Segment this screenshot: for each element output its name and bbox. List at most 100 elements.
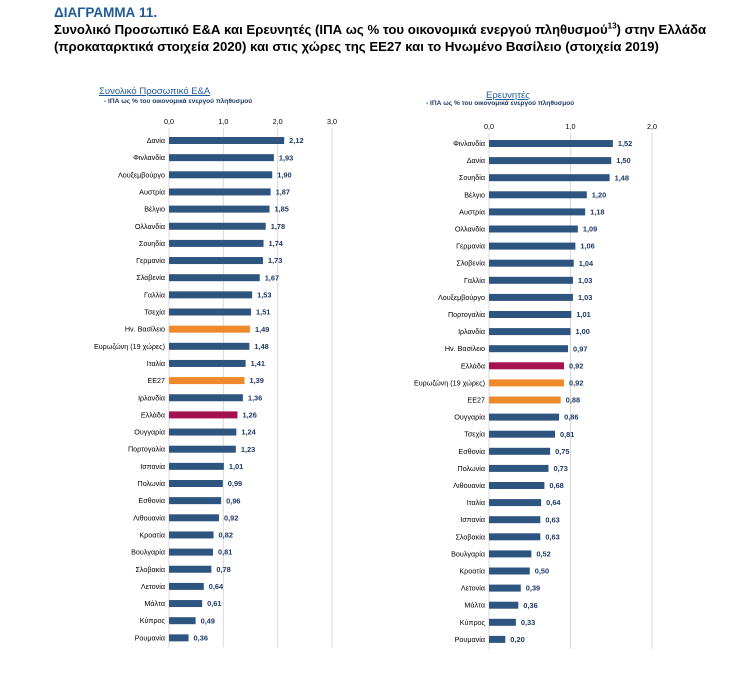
figure-title-part1: Συνολικό Προσωπικό Ε&Α και Ερευνητές (ΙΠ…	[54, 22, 608, 37]
bar	[169, 514, 219, 522]
category-label: Ελλάδα	[461, 361, 485, 370]
category-label: Αυστρία	[139, 187, 165, 196]
bar	[489, 379, 564, 387]
value-label: 1,01	[229, 462, 243, 471]
chart-panel-total-rd-personnel: Συνολικό Προσωπικό Ε&Α - ΙΠΑ ως % του οι…	[50, 86, 370, 648]
bar	[489, 567, 530, 575]
value-label: 0,61	[207, 599, 221, 608]
category-label: Σλοβενία	[136, 273, 165, 282]
category-label: ΕΕ27	[147, 376, 165, 385]
category-label: Βουλγαρία	[451, 549, 485, 558]
bar	[489, 311, 572, 318]
category-label: Φινλανδία	[133, 153, 165, 162]
figure-title-part2: ) στην Ελλάδα (προκαταρκτικά στοιχεία 20…	[54, 22, 707, 54]
value-label: 0,64	[546, 498, 561, 507]
value-label: 0,81	[560, 430, 574, 439]
bar	[489, 430, 556, 438]
value-label: 1,74	[269, 239, 284, 248]
value-label: 0,64	[209, 582, 224, 591]
x-tick-label: 3,0	[327, 117, 337, 126]
x-tick-label: 2,0	[647, 122, 657, 131]
category-label: Κροατία	[139, 530, 165, 539]
value-label: 1,18	[590, 208, 604, 217]
bar	[169, 222, 266, 230]
category-label: Σλοβακία	[455, 532, 485, 541]
category-label: Πορτογαλία	[128, 445, 165, 454]
bar	[489, 533, 541, 541]
category-label: Γερμανία	[136, 256, 165, 265]
category-label: Βουλγαρία	[131, 548, 165, 557]
value-label: 1,24	[241, 428, 256, 437]
bar	[169, 445, 236, 453]
bar	[489, 447, 551, 455]
value-label: 1,06	[580, 242, 594, 251]
category-label: Ιρλανδία	[138, 393, 165, 402]
value-label: 1,20	[592, 190, 606, 199]
bar	[489, 464, 549, 472]
bar	[489, 208, 586, 216]
bar	[169, 531, 214, 539]
value-label: 0,92	[569, 361, 583, 370]
value-label: 1,00	[576, 327, 590, 336]
x-tick-label: 0,0	[164, 117, 174, 126]
value-label: 1,51	[256, 308, 270, 317]
bar	[169, 291, 253, 299]
value-label: 0,92	[569, 379, 583, 388]
value-label: 0,63	[545, 532, 559, 541]
category-label: Εσθονία	[138, 496, 165, 505]
category-label: Εσθονία	[458, 447, 485, 456]
category-label: Ην. Βασίλειο	[445, 344, 485, 353]
value-label: 1,23	[241, 445, 255, 454]
bar	[169, 548, 214, 556]
category-label: Μάλτα	[464, 601, 485, 610]
category-label: Βέλγιο	[144, 205, 165, 214]
value-label: 0,20	[510, 635, 524, 644]
category-label: Λετονία	[141, 582, 165, 591]
bar	[169, 257, 263, 265]
value-label: 0,81	[218, 548, 232, 557]
category-label: Γερμανία	[456, 242, 485, 251]
chart-panel-researchers: Ερευνητές - ΙΠΑ ως % του οικονομικά ενερ…	[395, 86, 695, 651]
bar	[489, 618, 516, 626]
category-label: Βέλγιο	[464, 190, 485, 199]
x-tick-label: 1,0	[566, 122, 576, 131]
category-label: Ρουμανία	[135, 633, 165, 642]
value-label: 1,67	[265, 273, 279, 282]
value-label: 0,50	[535, 567, 549, 576]
value-label: 1,87	[276, 188, 290, 197]
category-label: Κύπρος	[460, 618, 486, 627]
category-label: Ισπανία	[460, 515, 485, 524]
bar	[169, 342, 250, 350]
value-label: 0,82	[219, 531, 233, 540]
category-label: Ολλανδία	[135, 222, 165, 231]
value-label: 1,48	[254, 342, 268, 351]
value-label: 0,97	[573, 344, 587, 353]
category-label: Ελλάδα	[141, 410, 165, 419]
bar	[169, 428, 237, 436]
bar	[489, 276, 573, 284]
category-label: Τσεχία	[144, 308, 165, 317]
value-label: 1,52	[618, 139, 632, 148]
bar	[489, 482, 545, 489]
category-label: Σουηδία	[139, 239, 165, 248]
category-label: Κροατία	[459, 567, 485, 576]
bar	[169, 480, 223, 487]
bar-chart-researchers: 0,0 1,0 2,0 Φινλανδία 1,52 Δανία 1,50 Σουηδία 1,…	[414, 122, 657, 649]
chart-subtitle: - ΙΠΑ ως % του οικονομικά ενεργού πληθυσ…	[426, 100, 575, 107]
bar	[489, 191, 587, 199]
category-label: Ιταλία	[467, 498, 485, 507]
bar	[489, 601, 519, 609]
value-label: 0,49	[201, 616, 215, 625]
value-label: 0,36	[523, 601, 537, 610]
bar	[489, 157, 612, 165]
category-label: Φινλανδία	[453, 139, 485, 148]
value-label: 1,26	[242, 411, 256, 420]
bar	[169, 634, 189, 642]
value-label: 1,41	[251, 359, 265, 368]
bar	[489, 293, 573, 301]
value-label: 1,48	[615, 173, 629, 182]
category-label: Σλοβενία	[456, 259, 485, 268]
bar	[489, 516, 541, 524]
category-label: Σουηδία	[459, 173, 485, 182]
bar	[169, 205, 270, 213]
